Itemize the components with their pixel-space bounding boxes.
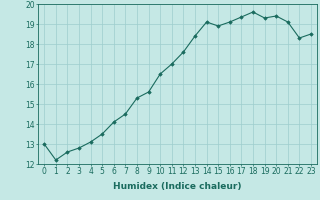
X-axis label: Humidex (Indice chaleur): Humidex (Indice chaleur) bbox=[113, 182, 242, 191]
